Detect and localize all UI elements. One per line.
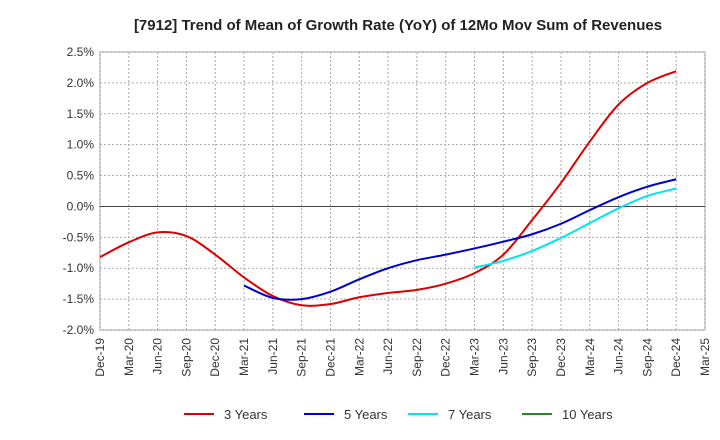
y-tick-label: 0.5%	[67, 169, 95, 183]
x-tick-label: Jun-24	[612, 338, 626, 375]
x-tick-label: Dec-20	[208, 338, 222, 377]
y-tick-label: 1.0%	[67, 138, 95, 152]
x-tick-label: Mar-22	[352, 338, 366, 376]
x-tick-label: Sep-23	[525, 338, 539, 377]
series-line-7-years	[474, 187, 677, 269]
y-tick-label: 1.5%	[67, 107, 95, 121]
x-tick-label: Dec-23	[554, 338, 568, 377]
x-tick-label: Jun-20	[151, 338, 165, 375]
x-tick-label: Dec-21	[323, 338, 337, 377]
legend-label-3-years: 3 Years	[224, 407, 268, 422]
x-tick-label: Dec-24	[669, 338, 683, 377]
x-tick-label: Sep-21	[295, 338, 309, 377]
plot-area	[99, 51, 706, 331]
y-tick-label: -0.5%	[63, 230, 95, 244]
series-line-5-years	[243, 178, 677, 301]
series-layer	[99, 70, 677, 307]
x-tick-label: Mar-21	[237, 338, 251, 376]
legend: 3 Years 5 Years 7 Years 10 Years	[184, 407, 613, 422]
x-tick-label: Jun-22	[381, 338, 395, 375]
legend-label-10-years: 10 Years	[562, 407, 613, 422]
x-tick-label: Sep-22	[410, 338, 424, 377]
y-axis-ticks: -2.0% -1.5% -1.0% -0.5% 0.0% 0.5% 1.0% 1.5% 2.0%…	[63, 45, 95, 337]
x-tick-label: Sep-24	[640, 338, 654, 377]
x-tick-label: Mar-20	[122, 338, 136, 376]
x-tick-label: Dec-19	[93, 338, 107, 377]
x-tick-label: Dec-22	[439, 338, 453, 377]
y-tick-label: 2.5%	[67, 45, 95, 59]
legend-label-5-years: 5 Years	[344, 407, 388, 422]
x-tick-label: Sep-20	[179, 338, 193, 377]
chart-title: [7912] Trend of Mean of Growth Rate (YoY…	[134, 17, 662, 34]
y-tick-label: 0.0%	[67, 199, 95, 213]
y-tick-label: -2.0%	[63, 323, 95, 337]
x-tick-label: Mar-25	[698, 338, 712, 376]
x-tick-label: Jun-23	[496, 338, 510, 375]
legend-label-7-years: 7 Years	[448, 407, 492, 422]
y-tick-label: -1.0%	[63, 261, 95, 275]
x-tick-label: Mar-23	[468, 338, 482, 376]
x-tick-label: Jun-21	[266, 338, 280, 375]
y-tick-label: -1.5%	[63, 292, 95, 306]
x-axis-ticks: Dec-19 Mar-20 Jun-20 Sep-20 Dec-20 Mar-21 Jun-…	[93, 338, 712, 377]
y-tick-label: 2.0%	[67, 76, 95, 90]
x-tick-label: Mar-24	[583, 338, 597, 376]
series-line-3-years	[99, 70, 677, 307]
